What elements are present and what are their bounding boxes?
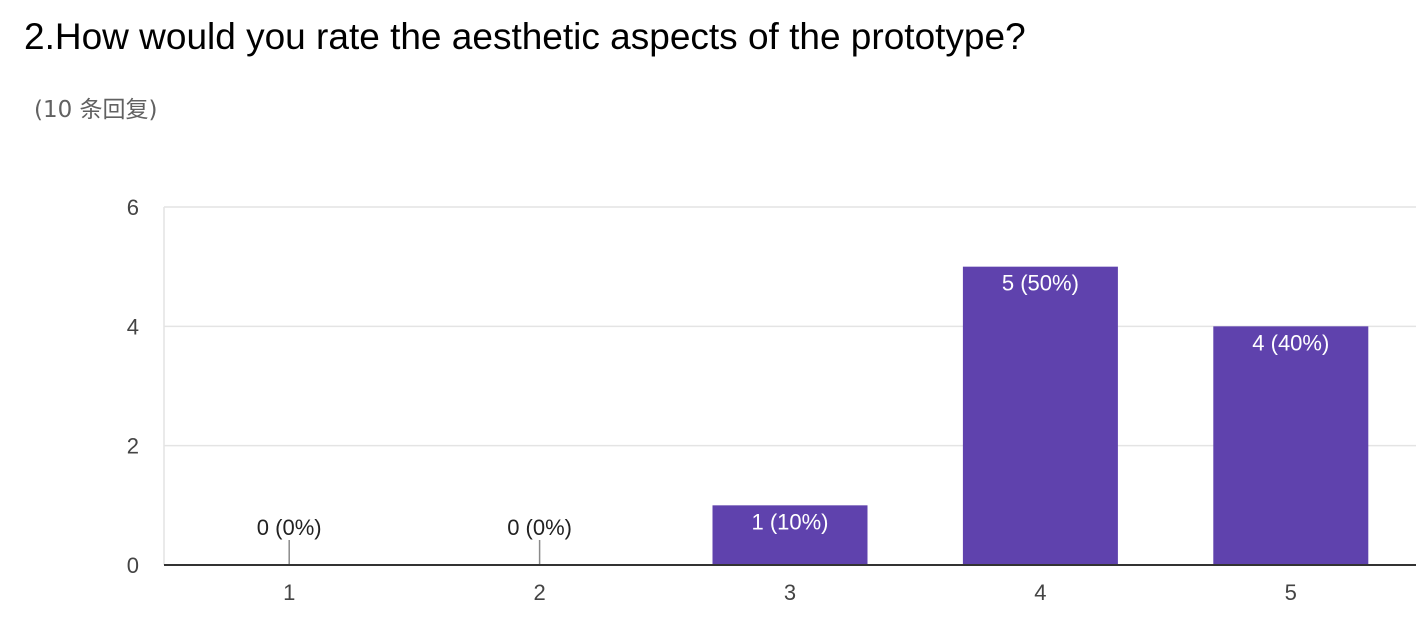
data-label: 4 (40%): [1252, 330, 1329, 355]
y-tick-label: 0: [127, 553, 139, 578]
x-tick-label: 3: [784, 580, 796, 605]
data-label: 0 (0%): [257, 515, 322, 540]
response-count: (10 条回复): [34, 97, 158, 123]
data-label: 5 (50%): [1002, 271, 1079, 296]
question-title: 2.How would you rate the aesthetic aspec…: [24, 16, 1026, 57]
bar: [1213, 326, 1369, 565]
x-tick-label: 4: [1034, 580, 1046, 605]
y-tick-label: 6: [127, 195, 139, 220]
y-tick-label: 4: [127, 314, 139, 339]
y-tick-label: 2: [127, 434, 139, 459]
bar: [712, 505, 868, 565]
data-label: 0 (0%): [507, 515, 572, 540]
bar: [962, 266, 1118, 565]
x-tick-label: 5: [1285, 580, 1297, 605]
x-tick-label: 2: [533, 580, 545, 605]
data-label: 1 (10%): [751, 509, 828, 534]
x-tick-label: 1: [283, 580, 295, 605]
